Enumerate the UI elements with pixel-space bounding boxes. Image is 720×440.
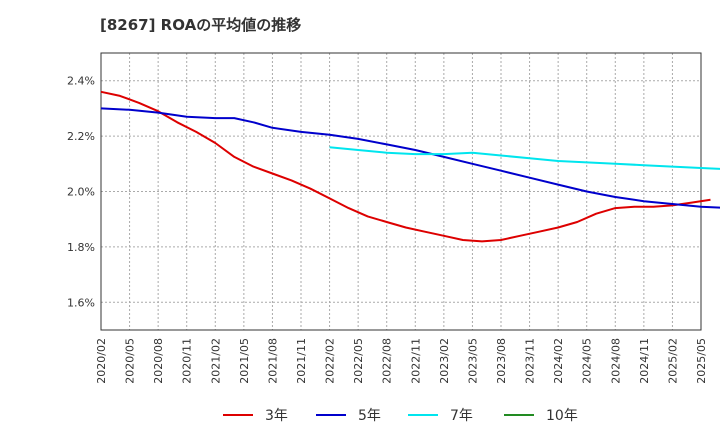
x-tick-label: 2024/02: [552, 338, 565, 384]
x-tick-label: 2020/11: [181, 338, 194, 384]
legend-label: 10年: [546, 408, 578, 424]
y-tick-label: 1.8%: [67, 241, 95, 254]
x-tick-label: 2022/05: [352, 338, 365, 384]
x-tick-label: 2020/02: [95, 338, 108, 384]
plot-border: [100, 52, 702, 331]
series-lines: [100, 90, 720, 243]
x-tick-label: 2022/02: [324, 338, 337, 384]
x-tick-label: 2024/05: [581, 338, 594, 384]
series-line-3年: [100, 90, 711, 243]
legend: 3年 5年 7年 10年: [223, 408, 578, 424]
x-tick-label: 2022/08: [381, 338, 394, 384]
chart-title: [8267] ROAの平均値の推移: [100, 16, 302, 34]
y-tick-label: 2.0%: [67, 186, 95, 199]
y-tick-label: 2.4%: [67, 75, 95, 88]
legend-label: 3年: [265, 408, 288, 424]
x-tick-label: 2024/08: [609, 338, 622, 384]
x-tick-label: 2025/02: [666, 338, 679, 384]
y-axis: 1.6% 1.8% 2.0% 2.2% 2.4%: [67, 75, 95, 310]
grid-lines: [101, 53, 701, 330]
x-tick-label: 2022/11: [409, 338, 422, 384]
series-line-5年: [100, 107, 720, 209]
legend-label: 7年: [450, 408, 473, 424]
x-tick-label: 2023/08: [495, 338, 508, 384]
series-line-7年: [329, 146, 720, 170]
x-tick-label: 2021/08: [266, 338, 279, 384]
x-axis: 2020/02 2020/05 2020/08 2020/11 2021/02 2021/…: [95, 338, 708, 384]
x-tick-label: 2020/08: [152, 338, 165, 384]
x-tick-label: 2024/11: [638, 338, 651, 384]
y-tick-label: 2.2%: [67, 130, 95, 143]
x-tick-label: 2023/02: [438, 338, 451, 384]
y-tick-label: 1.6%: [67, 296, 95, 309]
legend-label: 5年: [358, 408, 381, 424]
x-tick-label: 2025/05: [695, 338, 708, 384]
x-tick-label: 2020/05: [124, 338, 137, 384]
x-tick-label: 2021/11: [295, 338, 308, 384]
x-tick-label: 2023/11: [524, 338, 537, 384]
x-tick-label: 2021/05: [238, 338, 251, 384]
x-tick-label: 2021/02: [209, 338, 222, 384]
x-tick-label: 2023/05: [466, 338, 479, 384]
